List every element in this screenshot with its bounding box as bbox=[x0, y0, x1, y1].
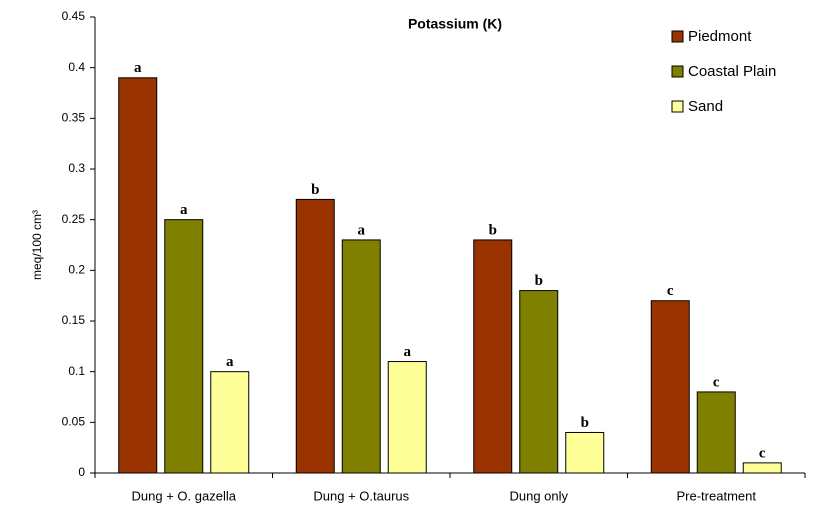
legend-label: Coastal Plain bbox=[688, 63, 776, 80]
bar bbox=[387, 361, 427, 474]
y-tick-label: 0.4 bbox=[68, 60, 85, 74]
annotation: c bbox=[713, 374, 720, 390]
y-tick-label: 0.45 bbox=[62, 9, 86, 23]
y-tick-label: 0.25 bbox=[62, 212, 86, 226]
bar bbox=[118, 77, 158, 474]
y-tick-label: 0 bbox=[78, 465, 85, 479]
y-tick-label: 0.35 bbox=[62, 111, 86, 125]
bar bbox=[696, 391, 736, 474]
x-tick-label: Dung + O.taurus bbox=[313, 488, 409, 503]
bar bbox=[519, 290, 559, 474]
y-tick-label: 0.2 bbox=[68, 263, 85, 277]
y-tick-label: 0.3 bbox=[68, 161, 85, 175]
legend-swatch bbox=[671, 65, 684, 78]
y-tick-label: 0.15 bbox=[62, 313, 86, 327]
bar bbox=[650, 300, 690, 474]
y-axis-label: meq/100 cm³ bbox=[30, 210, 44, 280]
annotation: a bbox=[358, 222, 366, 238]
annotation: a bbox=[134, 60, 142, 76]
bar bbox=[565, 431, 605, 474]
x-tick-label: Pre-treatment bbox=[677, 488, 757, 503]
annotation: b bbox=[581, 415, 589, 431]
bar bbox=[295, 198, 335, 474]
x-tick-label: Dung + O. gazella bbox=[132, 488, 237, 503]
bar bbox=[210, 371, 250, 474]
annotation: b bbox=[535, 273, 543, 289]
y-tick-label: 0.1 bbox=[68, 364, 85, 378]
annotation: a bbox=[404, 344, 412, 360]
bar bbox=[164, 219, 204, 474]
x-tick-label: Dung only bbox=[509, 488, 568, 503]
annotation: b bbox=[489, 222, 497, 238]
y-tick-label: 0.05 bbox=[62, 415, 86, 429]
annotation: a bbox=[180, 202, 188, 218]
bar bbox=[473, 239, 513, 474]
annotation: a bbox=[226, 354, 234, 370]
legend-swatch bbox=[671, 100, 684, 113]
bar bbox=[341, 239, 381, 474]
chart-title: Potassium (K) bbox=[408, 16, 502, 32]
annotation: b bbox=[311, 182, 319, 198]
legend-label: Sand bbox=[688, 98, 723, 115]
legend-label: Piedmont bbox=[688, 28, 752, 45]
annotation: c bbox=[759, 445, 766, 461]
annotation: c bbox=[667, 283, 674, 299]
bar bbox=[742, 462, 782, 474]
legend-swatch bbox=[671, 30, 684, 43]
